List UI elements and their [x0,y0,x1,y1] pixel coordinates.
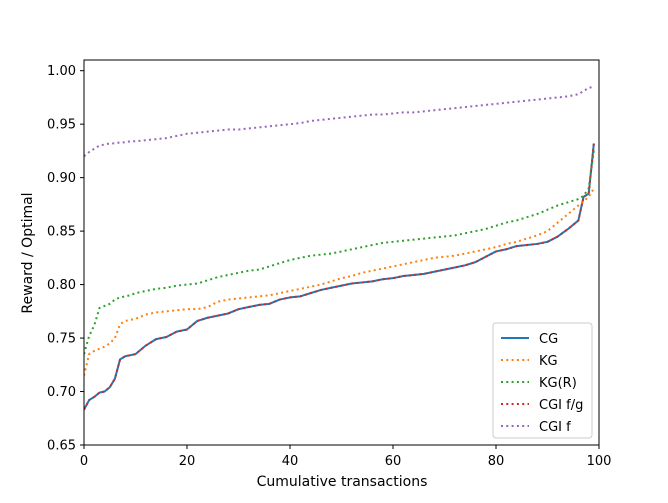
plot-frame [83,59,600,446]
x-tick-label: 20 [179,454,196,469]
y-tick-label: 0.80 [47,278,76,293]
series-line-kg-r [84,150,595,355]
y-tick-label: 0.90 [47,171,76,186]
series-line-cgi-f [84,85,595,158]
y-tick-label: 0.85 [47,225,76,240]
legend: CG KG KG(R) CGI f/g CGI f [492,322,593,439]
x-tick-label: 60 [385,454,402,469]
series-line-cgi-f-g [84,143,595,411]
series-layer [84,85,595,411]
y-tick-label: 0.75 [47,332,76,347]
y-tick-label: 1.00 [47,64,76,79]
legend-label: KG [539,354,558,369]
legend-label: CGI f/g [539,398,583,413]
y-axis-label: Reward / Optimal [20,192,36,313]
x-tick-label: 0 [80,454,88,469]
series-line-kg [84,187,595,376]
y-ticks: 0.65 0.70 0.75 0.80 0.85 0.90 0.95 1.00 [47,64,84,454]
legend-box [492,322,593,439]
y-tick-label: 0.95 [47,118,76,133]
x-axis-label: Cumulative transactions [257,474,428,490]
legend-label: CGI f [539,420,571,435]
x-tick-label: 80 [488,454,505,469]
legend-label: CG [539,332,558,347]
x-tick-label: 100 [587,454,612,469]
x-ticks: 0 20 40 60 80 100 [80,445,612,469]
y-tick-label: 0.70 [47,385,76,400]
x-tick-label: 40 [282,454,299,469]
legend-label: KG(R) [539,376,577,391]
y-tick-label: 0.65 [47,439,76,454]
